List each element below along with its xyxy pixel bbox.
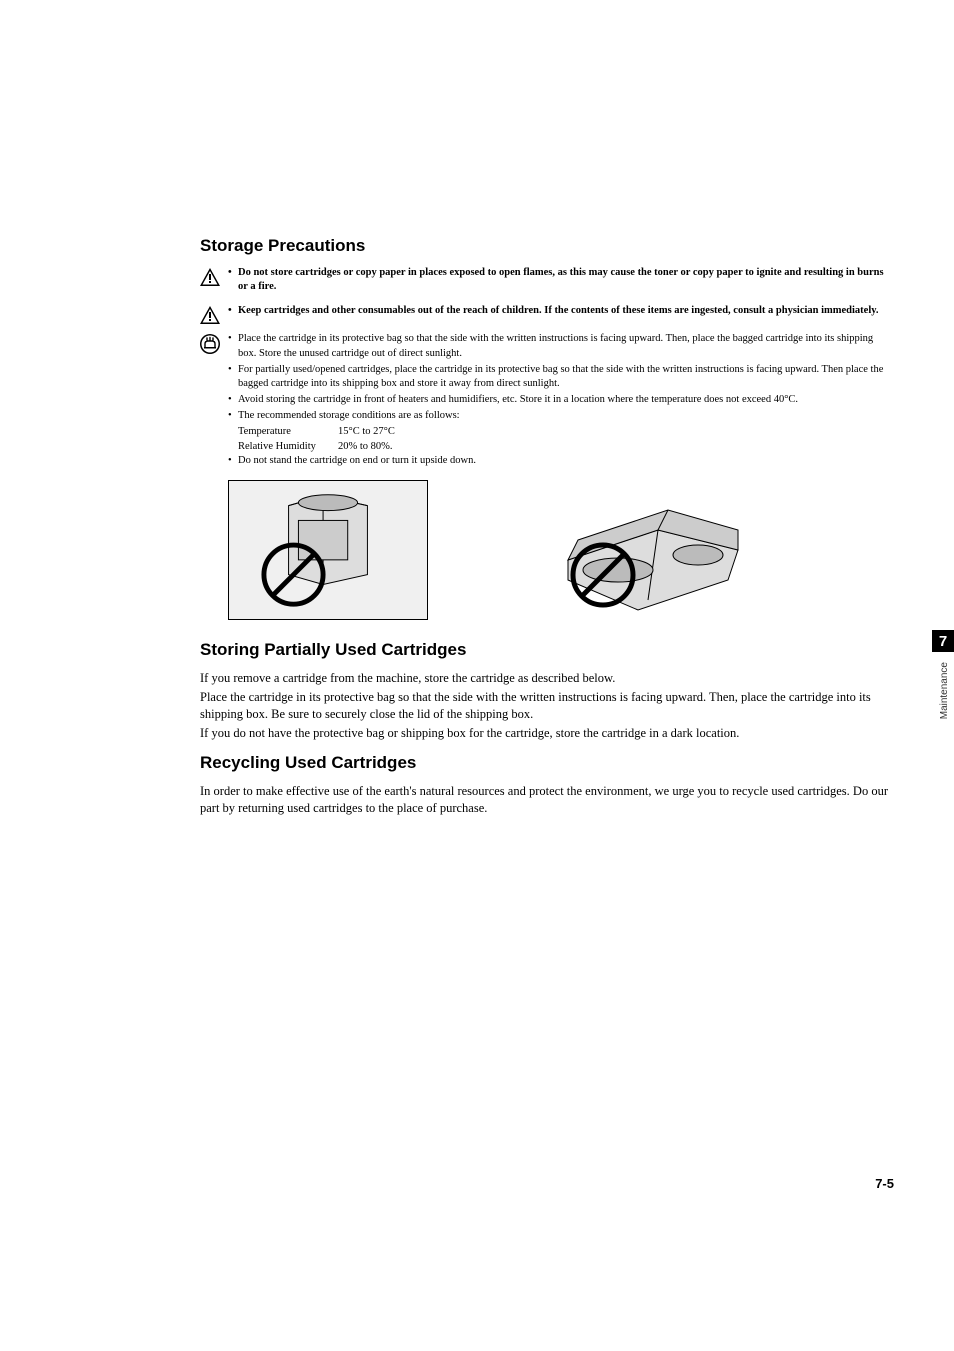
bullet-dot: •: [228, 454, 238, 468]
temp-value: 15°C to 27°C: [338, 425, 395, 439]
bullet-dot: •: [228, 332, 238, 346]
illustration-cartridge-on-end: [228, 480, 428, 620]
warning-icon: [200, 268, 220, 286]
info-bullet-2: For partially used/opened cartridges, pl…: [238, 363, 894, 391]
page-number: 7-5: [875, 1176, 894, 1191]
bullet-dot: •: [228, 363, 238, 377]
chapter-tab: 7: [932, 630, 954, 652]
warning-block-2: • Keep cartridges and other consumables …: [200, 304, 894, 324]
humidity-label: Relative Humidity: [238, 440, 338, 454]
humidity-value: 20% to 80%.: [338, 440, 393, 454]
warning-text-1: Do not store cartridges or copy paper in…: [238, 266, 894, 294]
illustration-row: [228, 480, 894, 620]
illustration-cartridge-upside-down: [538, 480, 758, 620]
storing-paragraph-1: If you remove a cartridge from the machi…: [200, 670, 894, 687]
bullet-dot: •: [228, 266, 238, 280]
warning-block-1: • Do not store cartridges or copy paper …: [200, 266, 894, 296]
storing-paragraph-2: Place the cartridge in its protective ba…: [200, 689, 894, 723]
warning-text-2: Keep cartridges and other consumables ou…: [238, 304, 894, 318]
info-bullet-4: The recommended storage conditions are a…: [238, 409, 894, 423]
bullet-dot: •: [228, 409, 238, 423]
heading-storing-partially-used: Storing Partially Used Cartridges: [200, 640, 894, 660]
storing-paragraph-3: If you do not have the protective bag or…: [200, 725, 894, 742]
info-bullet-1: Place the cartridge in its protective ba…: [238, 332, 894, 360]
note-icon: [200, 334, 220, 354]
warning-icon: [200, 306, 220, 324]
info-block: • Place the cartridge in its protective …: [200, 332, 894, 470]
bullet-dot: •: [228, 304, 238, 318]
side-label-maintenance: Maintenance: [939, 662, 950, 719]
recycling-paragraph: In order to make effective use of the ea…: [200, 783, 894, 817]
info-bullet-5: Do not stand the cartridge on end or tur…: [238, 454, 894, 468]
bullet-dot: •: [228, 393, 238, 407]
info-bullet-3: Avoid storing the cartridge in front of …: [238, 393, 894, 407]
heading-recycling: Recycling Used Cartridges: [200, 753, 894, 773]
heading-storage-precautions: Storage Precautions: [200, 236, 894, 256]
temp-label: Temperature: [238, 425, 338, 439]
